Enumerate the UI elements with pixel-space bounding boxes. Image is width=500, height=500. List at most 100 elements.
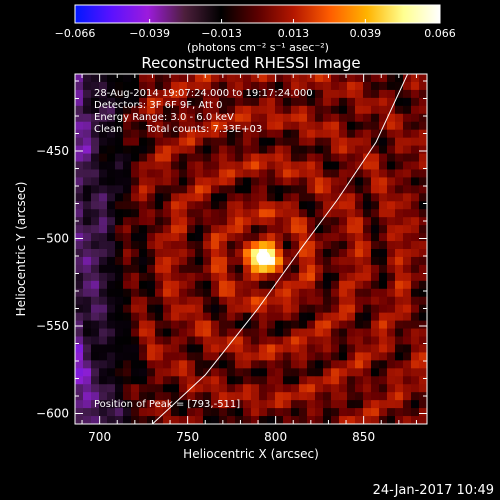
heatmap-cell bbox=[219, 360, 228, 369]
heatmap-cell bbox=[259, 376, 268, 385]
heatmap-cell bbox=[147, 400, 156, 409]
heatmap-cell bbox=[307, 89, 316, 99]
heatmap-cell bbox=[291, 209, 300, 218]
heatmap-cell bbox=[107, 129, 116, 139]
heatmap-cell bbox=[251, 185, 260, 194]
heatmap-cell bbox=[75, 97, 84, 107]
heatmap-cell bbox=[259, 384, 268, 393]
heatmap-cell bbox=[179, 408, 188, 417]
heatmap-cell bbox=[387, 328, 396, 338]
heatmap-cell bbox=[211, 169, 220, 178]
heatmap-cell bbox=[139, 344, 148, 353]
info-line-clean: Clean bbox=[94, 124, 122, 135]
heatmap-cell bbox=[355, 320, 364, 330]
heatmap-cell bbox=[379, 113, 388, 123]
heatmap-cell bbox=[155, 249, 164, 258]
heatmap-cell bbox=[227, 272, 236, 282]
heatmap-cell bbox=[267, 177, 276, 186]
heatmap-cell bbox=[155, 225, 164, 234]
heatmap-cell bbox=[139, 201, 148, 210]
heatmap-cell bbox=[147, 225, 156, 234]
heatmap-cell bbox=[83, 320, 92, 330]
heatmap-cell bbox=[323, 129, 332, 139]
heatmap-cell bbox=[131, 193, 140, 202]
heatmap-cell bbox=[331, 241, 340, 250]
heatmap-cell bbox=[275, 352, 284, 361]
heatmap-cell bbox=[243, 145, 252, 155]
heatmap-cell bbox=[307, 352, 316, 361]
heatmap-cell bbox=[243, 209, 252, 218]
heatmap-cell bbox=[179, 304, 188, 314]
heatmap-cell bbox=[195, 137, 204, 147]
heatmap-cell bbox=[419, 256, 427, 266]
heatmap-cell bbox=[83, 129, 92, 139]
heatmap-cell bbox=[299, 161, 308, 171]
heatmap-cell bbox=[251, 121, 260, 131]
heatmap-cell bbox=[195, 153, 204, 163]
heatmap-cell bbox=[123, 217, 132, 226]
heatmap-cell bbox=[179, 352, 188, 361]
heatmap-cell bbox=[307, 105, 316, 115]
heatmap-cell bbox=[323, 352, 332, 361]
heatmap-cell bbox=[163, 161, 172, 171]
heatmap-cell bbox=[131, 177, 140, 186]
heatmap-cell bbox=[387, 360, 396, 369]
heatmap-cell bbox=[363, 97, 372, 107]
heatmap-cell bbox=[219, 400, 228, 409]
heatmap-cell bbox=[363, 81, 372, 91]
heatmap-cell bbox=[347, 217, 356, 226]
heatmap-cell bbox=[387, 89, 396, 99]
heatmap-cell bbox=[155, 400, 164, 409]
heatmap-cell bbox=[411, 272, 420, 282]
heatmap-cell bbox=[139, 129, 148, 139]
heatmap-cell bbox=[75, 272, 84, 282]
heatmap-cell bbox=[331, 256, 340, 266]
heatmap-cell bbox=[323, 145, 332, 155]
heatmap-cell bbox=[107, 185, 116, 194]
heatmap-cell bbox=[371, 177, 380, 186]
heatmap-cell bbox=[235, 272, 244, 282]
heatmap-cell bbox=[203, 121, 212, 131]
heatmap-cell bbox=[187, 264, 196, 274]
heatmap-cell bbox=[99, 121, 108, 131]
heatmap-cell bbox=[195, 336, 204, 346]
heatmap-cell bbox=[419, 241, 427, 250]
heatmap-cell bbox=[227, 408, 236, 417]
heatmap-cell bbox=[163, 360, 172, 369]
heatmap-cell bbox=[267, 74, 276, 83]
heatmap-cell bbox=[291, 320, 300, 330]
heatmap-cell bbox=[299, 177, 308, 186]
heatmap-cell bbox=[267, 185, 276, 194]
heatmap-cell bbox=[403, 161, 412, 171]
heatmap-cell bbox=[259, 153, 268, 163]
heatmap-cell bbox=[291, 241, 300, 250]
heatmap-cell bbox=[387, 368, 396, 377]
heatmap-cell bbox=[315, 416, 324, 424]
heatmap-cell bbox=[259, 217, 268, 226]
heatmap-cell bbox=[411, 296, 420, 306]
heatmap-cell bbox=[115, 105, 124, 115]
heatmap-cell bbox=[115, 360, 124, 369]
heatmap-cell bbox=[219, 113, 228, 123]
heatmap-cell bbox=[419, 225, 427, 234]
heatmap-cell bbox=[123, 368, 132, 377]
heatmap-cell bbox=[403, 217, 412, 226]
heatmap-cell bbox=[379, 392, 388, 401]
heatmap-cell bbox=[283, 408, 292, 417]
heatmap-cell bbox=[371, 169, 380, 178]
heatmap-cell bbox=[283, 81, 292, 91]
heatmap-cell bbox=[251, 225, 260, 234]
heatmap-cell bbox=[75, 233, 84, 242]
heatmap-cell bbox=[179, 272, 188, 282]
heatmap-cell bbox=[139, 320, 148, 330]
heatmap-cell bbox=[267, 217, 276, 226]
heatmap-cell bbox=[299, 137, 308, 147]
heatmap-cell bbox=[339, 153, 348, 163]
heatmap-cell bbox=[115, 89, 124, 99]
heatmap-cell bbox=[411, 193, 420, 202]
heatmap-cell bbox=[379, 137, 388, 147]
heatmap-cell bbox=[227, 241, 236, 250]
heatmap-cell bbox=[251, 145, 260, 155]
heatmap-cell bbox=[147, 209, 156, 218]
heatmap-cell bbox=[195, 89, 204, 99]
